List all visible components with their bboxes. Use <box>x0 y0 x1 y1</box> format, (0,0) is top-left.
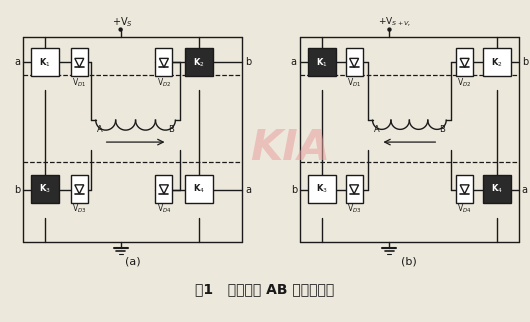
Text: b: b <box>291 185 297 195</box>
Polygon shape <box>460 185 469 194</box>
Text: B: B <box>169 125 174 134</box>
Text: V$_{D1}$: V$_{D1}$ <box>72 76 86 89</box>
Text: KIA: KIA <box>250 127 330 169</box>
Bar <box>186 175 213 203</box>
Bar <box>346 175 363 203</box>
Text: K$_1$: K$_1$ <box>316 56 328 69</box>
Text: (a): (a) <box>125 257 140 267</box>
Bar <box>308 49 335 76</box>
Text: a: a <box>14 57 20 67</box>
Text: a: a <box>522 185 528 195</box>
Text: V$_{D2}$: V$_{D2}$ <box>157 76 171 89</box>
Polygon shape <box>350 58 359 67</box>
Bar <box>186 49 213 76</box>
Polygon shape <box>75 58 84 67</box>
Text: V$_{D3}$: V$_{D3}$ <box>347 203 361 215</box>
Circle shape <box>388 28 391 31</box>
Bar <box>71 49 88 76</box>
Text: a: a <box>245 185 251 195</box>
Bar <box>31 49 59 76</box>
Text: K$_2$: K$_2$ <box>193 56 205 69</box>
Text: +V$_S$: +V$_S$ <box>112 16 133 30</box>
Bar <box>483 175 511 203</box>
Bar <box>155 175 172 203</box>
Polygon shape <box>160 58 169 67</box>
Text: A: A <box>97 125 103 134</box>
Text: K$_4$: K$_4$ <box>193 183 205 195</box>
Bar <box>155 49 172 76</box>
Text: K$_3$: K$_3$ <box>316 183 328 195</box>
Polygon shape <box>350 185 359 194</box>
Text: V$_{D3}$: V$_{D3}$ <box>72 203 86 215</box>
Text: K$_1$: K$_1$ <box>39 56 51 69</box>
Bar <box>71 175 88 203</box>
Text: V$_{D4}$: V$_{D4}$ <box>457 203 472 215</box>
Bar <box>456 49 473 76</box>
Text: K$_4$: K$_4$ <box>491 183 503 195</box>
Text: a: a <box>291 57 297 67</box>
Text: A: A <box>374 125 379 134</box>
Bar <box>456 175 473 203</box>
Text: B: B <box>439 125 445 134</box>
Text: V$_{D1}$: V$_{D1}$ <box>347 76 361 89</box>
Text: b: b <box>522 57 528 67</box>
Bar <box>31 175 59 203</box>
Text: (b): (b) <box>402 257 417 267</box>
Polygon shape <box>160 185 169 194</box>
Circle shape <box>119 28 122 31</box>
Bar <box>346 49 363 76</box>
Text: 图1   电机绕组 AB 的电流方向: 图1 电机绕组 AB 的电流方向 <box>196 282 334 297</box>
Text: V$_{D4}$: V$_{D4}$ <box>157 203 171 215</box>
Text: +V$_{S+V_r}$: +V$_{S+V_r}$ <box>377 16 411 29</box>
Bar <box>483 49 511 76</box>
Text: K$_2$: K$_2$ <box>491 56 503 69</box>
Polygon shape <box>460 58 469 67</box>
Bar <box>308 175 335 203</box>
Text: K$_3$: K$_3$ <box>39 183 51 195</box>
Text: V$_{D2}$: V$_{D2}$ <box>457 76 472 89</box>
Polygon shape <box>75 185 84 194</box>
Text: b: b <box>14 185 20 195</box>
Text: b: b <box>245 57 251 67</box>
